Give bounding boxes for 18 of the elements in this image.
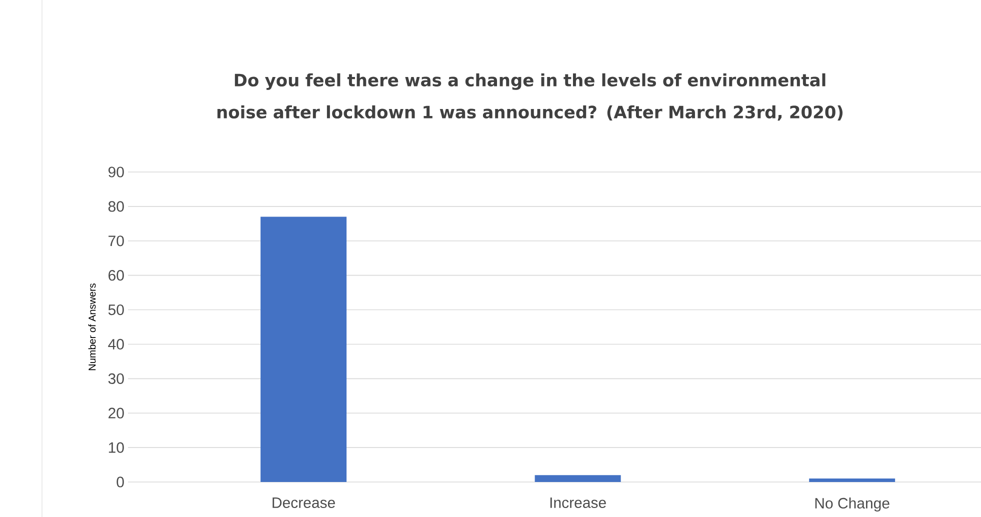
y-axis-title: Number of Answers <box>88 283 96 370</box>
bar <box>809 478 896 482</box>
y-tick-label: 30 <box>108 373 124 384</box>
chart-title: Do you feel there was a change in the levels of environmental noise after lockdown 1 was announced? (After March 23rd, 2020) <box>217 73 843 121</box>
bar <box>260 216 347 482</box>
y-tick-label: 0 <box>116 476 124 488</box>
x-tick-label: Decrease <box>272 498 335 508</box>
bar <box>534 475 621 482</box>
y-tick-label: 20 <box>108 408 124 418</box>
y-tick-label: 40 <box>108 338 124 350</box>
y-tick-label: 10 <box>108 442 124 453</box>
y-tick-label: 50 <box>108 304 124 316</box>
y-tick-label: 80 <box>108 201 124 212</box>
y-tick-label: 60 <box>108 270 124 281</box>
y-tick-label: 70 <box>108 236 124 246</box>
y-tick-label: 90 <box>108 166 124 178</box>
x-tick-label: No Change <box>815 498 890 512</box>
x-tick-label: Increase <box>550 498 606 508</box>
